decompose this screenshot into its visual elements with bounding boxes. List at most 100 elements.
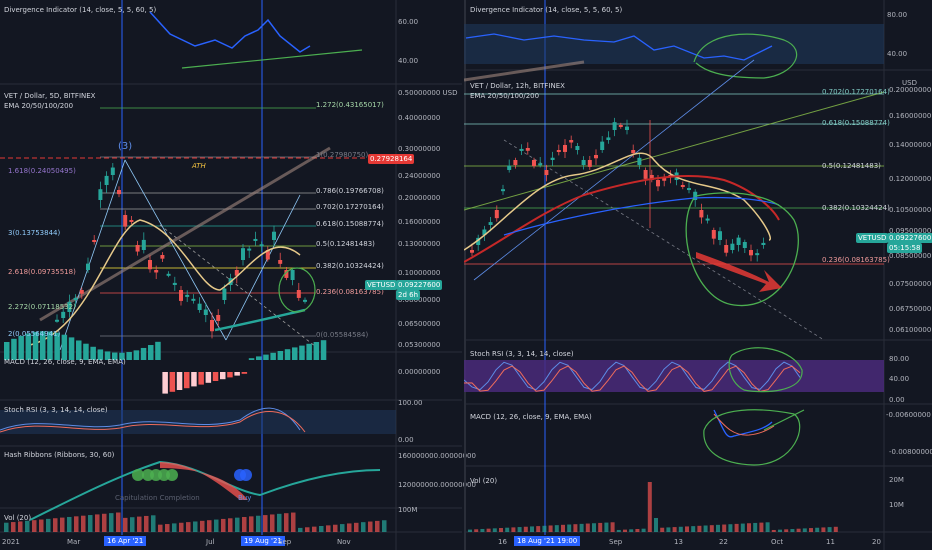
right-volume-bar bbox=[555, 525, 559, 532]
left-volume-bar bbox=[158, 525, 163, 532]
left-macd-bar bbox=[256, 356, 262, 360]
left-volume-bar bbox=[32, 520, 37, 532]
left-macd-bar bbox=[170, 372, 176, 392]
right-candle bbox=[718, 231, 722, 240]
left-volume-bar bbox=[319, 526, 324, 532]
left-candle bbox=[278, 260, 282, 264]
left-price-axis-7: 0.10000000 bbox=[398, 269, 440, 277]
left-volume-bar bbox=[39, 520, 44, 532]
right-date-oct: Oct bbox=[771, 538, 783, 546]
left-macd-bar bbox=[177, 372, 183, 390]
left-hash-ribbon-fast bbox=[30, 462, 380, 520]
right-chart-title: VET / Dollar, 12h, BITFINEX bbox=[470, 82, 565, 90]
right-rising-trendline bbox=[464, 62, 584, 80]
left-macd-bar bbox=[126, 352, 131, 360]
left-volume-bar bbox=[102, 514, 107, 532]
left-candle bbox=[55, 320, 59, 322]
left-vol-axis: 100M bbox=[398, 506, 417, 514]
right-price-axis-8: 0.06750000 bbox=[889, 305, 931, 313]
right-price-axis-2: 0.14000000 bbox=[889, 141, 931, 149]
right-volume-bar bbox=[679, 527, 683, 532]
right-candle bbox=[761, 243, 765, 245]
left-chart[interactable]: Divergence Indicator (14, close, 5, 5, 6… bbox=[0, 0, 462, 550]
left-divergence-label: Divergence Indicator (14, close, 5, 5, 6… bbox=[4, 6, 156, 14]
left-candle bbox=[123, 215, 127, 227]
left-volume-bar bbox=[165, 524, 170, 532]
left-candle bbox=[191, 299, 195, 301]
right-candle bbox=[600, 142, 604, 150]
left-candle bbox=[117, 190, 121, 194]
left-volume-bar bbox=[354, 523, 359, 532]
left-date-nov: Nov bbox=[337, 538, 351, 546]
left-chart-title: VET / Dollar, 5D, BITFINEX bbox=[4, 92, 95, 100]
left-volume-bar bbox=[326, 525, 331, 532]
left-fib-ext-3: 3(0.13753844) bbox=[8, 229, 60, 237]
left-macd-bar bbox=[270, 353, 276, 360]
left-date-jul: Jul bbox=[206, 538, 214, 546]
right-candle bbox=[489, 222, 493, 225]
left-macd-bar bbox=[278, 351, 284, 360]
right-candle bbox=[699, 210, 703, 217]
left-divergence-trendline bbox=[182, 50, 362, 68]
right-candle bbox=[501, 189, 505, 191]
left-fib-1: 1(0.27980750) bbox=[316, 151, 368, 159]
right-date-16: 16 bbox=[498, 538, 507, 546]
right-candle bbox=[532, 160, 536, 166]
left-volume-bar bbox=[284, 513, 289, 532]
right-div-axis-80: 80.00 bbox=[887, 11, 907, 19]
right-candle bbox=[631, 150, 635, 153]
right-candle bbox=[507, 166, 511, 170]
right-volume-bar bbox=[828, 527, 832, 532]
right-volume-bar bbox=[629, 529, 633, 532]
right-candle bbox=[743, 242, 747, 248]
right-volume-bar bbox=[505, 528, 509, 532]
right-macd-label: MACD (12, 26, close, 9, EMA, EMA) bbox=[470, 413, 592, 421]
right-candle bbox=[712, 230, 716, 239]
left-volume-bar bbox=[361, 522, 366, 532]
left-macd-bar bbox=[242, 372, 248, 374]
right-candle bbox=[588, 160, 592, 167]
left-volume-bar bbox=[270, 514, 275, 532]
left-price-axis-10: 0.05300000 bbox=[398, 341, 440, 349]
right-vol-axis-20: 20M bbox=[889, 476, 904, 484]
left-candle bbox=[303, 300, 307, 302]
left-candle bbox=[142, 240, 146, 250]
left-date-mar: Mar bbox=[67, 538, 80, 546]
right-candle bbox=[737, 238, 741, 245]
left-volume-bar bbox=[25, 521, 30, 532]
left-hash-label: Hash Ribbons (Ribbons, 30, 60) bbox=[4, 451, 114, 459]
left-volume-bar bbox=[200, 521, 205, 532]
left-candle bbox=[247, 249, 251, 251]
left-candle bbox=[61, 312, 65, 318]
left-volume-bar bbox=[144, 516, 149, 532]
left-volume-bar bbox=[123, 518, 128, 532]
left-price-axis-9: 0.06500000 bbox=[398, 320, 440, 328]
right-volume-bar bbox=[604, 523, 608, 532]
right-fib-05: 0.5(0.12481483) bbox=[822, 162, 881, 170]
right-macd-axis-2: -0.00800000 bbox=[889, 448, 932, 456]
left-price-axis-5: 0.16000000 bbox=[398, 218, 440, 226]
left-candle bbox=[74, 298, 78, 300]
right-chart[interactable]: Divergence Indicator (14, close, 5, 5, 6… bbox=[464, 0, 932, 550]
left-volume-bar bbox=[186, 522, 191, 532]
left-macd-bar bbox=[220, 372, 226, 379]
right-volume-bar bbox=[784, 529, 788, 532]
right-candle bbox=[749, 250, 753, 255]
left-candle bbox=[241, 248, 245, 260]
left-macd-bar bbox=[206, 372, 212, 383]
right-candle bbox=[569, 140, 573, 143]
left-wave-line bbox=[125, 160, 226, 340]
right-volume-bar bbox=[586, 524, 590, 532]
left-price-axis-4: 0.20000000 bbox=[398, 194, 440, 202]
left-candle bbox=[167, 274, 171, 276]
right-volume-bar bbox=[778, 530, 782, 532]
left-macd-bar bbox=[263, 355, 269, 360]
left-price-axis-2: 0.30000000 bbox=[398, 145, 440, 153]
right-volume-bar bbox=[747, 523, 751, 532]
right-volume-bar bbox=[487, 529, 491, 532]
left-volume-bar bbox=[340, 524, 345, 532]
left-stoch-axis-0: 0.00 bbox=[398, 436, 414, 444]
left-price-axis-6: 0.13000000 bbox=[398, 240, 440, 248]
right-volume-bar bbox=[530, 526, 534, 532]
right-volume-bar bbox=[697, 526, 701, 532]
